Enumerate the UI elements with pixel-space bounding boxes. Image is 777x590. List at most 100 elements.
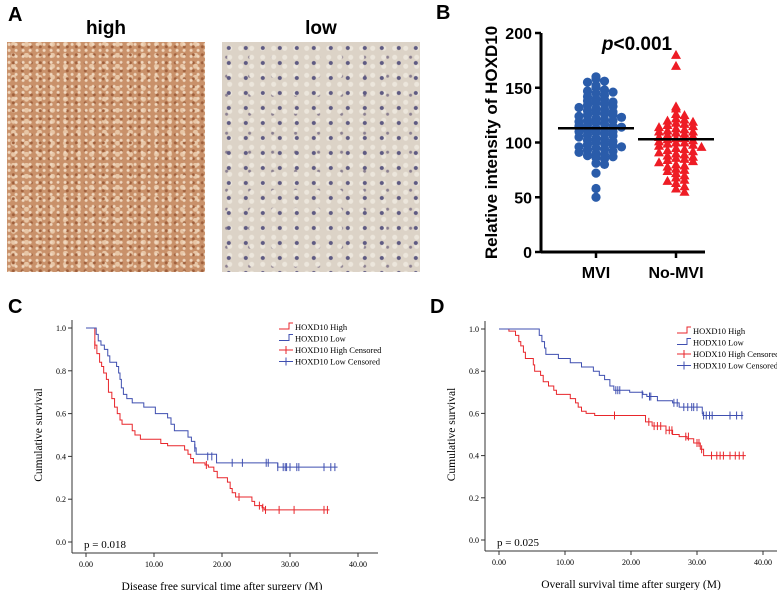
y-axis-label: Relative intensity of HOXD10	[482, 26, 501, 259]
panel-d-x-tick-label: 0.00	[492, 558, 506, 567]
data-point-no-mvi	[662, 145, 673, 155]
panel-label-b: B	[436, 2, 451, 24]
panel-c-y-tick-label: 0.6	[56, 410, 66, 419]
panel-d-y-tick-label: 0.2	[469, 494, 479, 503]
panel-c-legend-entry: HOXD10 High Censored	[295, 345, 382, 355]
panel-c-y-tick-label: 0.0	[56, 538, 66, 547]
panel-c-x-tick-label: 10.00	[145, 560, 163, 569]
panel-d-y-tick-label: 0.6	[469, 409, 479, 418]
panel-d-x-axis-label: Overall survival time after surgery (M)	[541, 579, 721, 590]
data-point-no-mvi	[662, 138, 673, 148]
panel-d-legend-entry: HODX10 High Censored	[693, 349, 777, 359]
panel-c-legend-entry: HOXD10 Low Censored	[295, 357, 381, 367]
panel-d-legend-entry: HODX10 Low Censored	[693, 361, 777, 371]
panel-d-y-tick-label: 0.8	[469, 367, 479, 376]
panel-c-legend-entry: HOXD10 Low	[295, 334, 347, 344]
panel-c-km-curve-low	[86, 327, 338, 468]
y-tick-label: 0	[523, 245, 532, 262]
data-point-no-mvi	[662, 119, 673, 129]
data-point-no-mvi	[688, 146, 698, 156]
panel-c-legend-step-icon	[279, 322, 293, 330]
image-title-low: low	[305, 18, 337, 39]
panel-d-legend-entry: HOXD10 High	[693, 326, 746, 336]
data-point-mvi	[582, 151, 593, 161]
panel-c-legend-entry: HOXD10 High	[295, 322, 348, 332]
data-point-no-mvi	[654, 147, 664, 157]
panel-c-y-tick-label: 1.0	[56, 324, 66, 333]
p-rest: <0.001	[613, 34, 672, 55]
data-point-no-mvi	[671, 142, 681, 152]
data-point-no-mvi	[696, 141, 707, 151]
x-tick-label: MVI	[582, 265, 610, 282]
data-point-no-mvi	[679, 153, 690, 163]
data-point-no-mvi	[662, 165, 673, 175]
data-point-no-mvi	[679, 144, 690, 154]
data-point-no-mvi	[671, 127, 681, 137]
data-point-no-mvi	[688, 121, 698, 131]
panel-label-a: A	[8, 4, 23, 26]
y-tick-label: 200	[505, 26, 532, 43]
data-point-no-mvi	[679, 186, 690, 196]
y-tick-label: 100	[505, 136, 532, 153]
data-point-mvi	[582, 77, 593, 87]
image-title-high: high	[85, 18, 127, 39]
panel-d-km-curve-low	[499, 328, 744, 417]
panel-d-km-curve-high	[499, 328, 746, 457]
panel-c-x-tick-label: 40.00	[349, 560, 367, 569]
data-point-mvi	[591, 168, 601, 178]
data-point-mvi	[608, 152, 618, 162]
panel-c-km-curve-high	[86, 327, 330, 511]
data-point-no-mvi	[662, 175, 673, 185]
panel-c-x-tick-label: 20.00	[213, 560, 231, 569]
panel-d-y-tick-label: 0.4	[469, 452, 479, 461]
data-point-no-mvi	[688, 139, 698, 149]
panel-c-y-tick-label: 0.2	[56, 495, 66, 504]
data-point-no-mvi	[679, 174, 690, 184]
panel-d-y-axis-label: Cumulative survival	[446, 388, 458, 482]
data-point-no-mvi	[671, 178, 681, 188]
data-point-no-mvi	[654, 126, 664, 136]
p-value-annotation: p<0.001	[601, 34, 673, 55]
data-point-no-mvi	[679, 164, 690, 174]
panel-c-legend-step-icon	[279, 334, 293, 341]
data-point-no-mvi	[671, 172, 681, 182]
panel-d-x-tick-label: 40.00	[754, 558, 772, 567]
panel-c-x-tick-label: 30.00	[281, 560, 299, 569]
data-point-no-mvi	[654, 157, 664, 167]
data-point-mvi	[591, 183, 601, 194]
panel-d-legend-step-icon	[677, 338, 691, 345]
y-tick-label: 50	[514, 190, 532, 207]
data-point-no-mvi	[688, 156, 698, 166]
data-point-mvi	[599, 76, 610, 86]
data-point-no-mvi	[671, 137, 681, 147]
data-point-mvi	[616, 112, 627, 122]
data-point-mvi	[574, 102, 584, 113]
data-point-mvi	[591, 74, 601, 84]
data-point-no-mvi	[671, 183, 681, 193]
ihc-image-high	[7, 42, 205, 272]
panel-d-p-value: p = 0.025	[497, 537, 539, 549]
data-point-no-mvi	[671, 103, 681, 113]
panel-label-c: C	[8, 296, 23, 318]
ihc-image-low	[222, 42, 420, 272]
x-tick-label: No-MVI	[648, 265, 703, 282]
panel-d-x-tick-label: 10.00	[556, 558, 574, 567]
panel-c-p-value: p = 0.018	[84, 539, 126, 551]
data-point-mvi	[591, 192, 601, 202]
data-point-no-mvi	[671, 152, 681, 162]
y-tick-label: 150	[505, 81, 532, 98]
data-point-mvi	[616, 142, 627, 152]
data-point-mvi	[591, 158, 601, 168]
data-point-no-mvi	[679, 118, 690, 128]
data-point-no-mvi	[679, 181, 690, 191]
data-point-no-mvi	[671, 60, 681, 70]
data-point-no-mvi	[671, 117, 681, 127]
panel-d-legend-step-icon	[677, 326, 691, 334]
panel-d-x-tick-label: 20.00	[622, 558, 640, 567]
data-point-mvi	[599, 159, 610, 169]
panel-c-y-tick-label: 0.4	[56, 452, 66, 461]
panel-c-y-tick-label: 0.8	[56, 367, 66, 376]
panel-c-y-axis-label: Cumulative survival	[33, 388, 45, 482]
panel-d-y-tick-label: 1.0	[469, 325, 479, 334]
